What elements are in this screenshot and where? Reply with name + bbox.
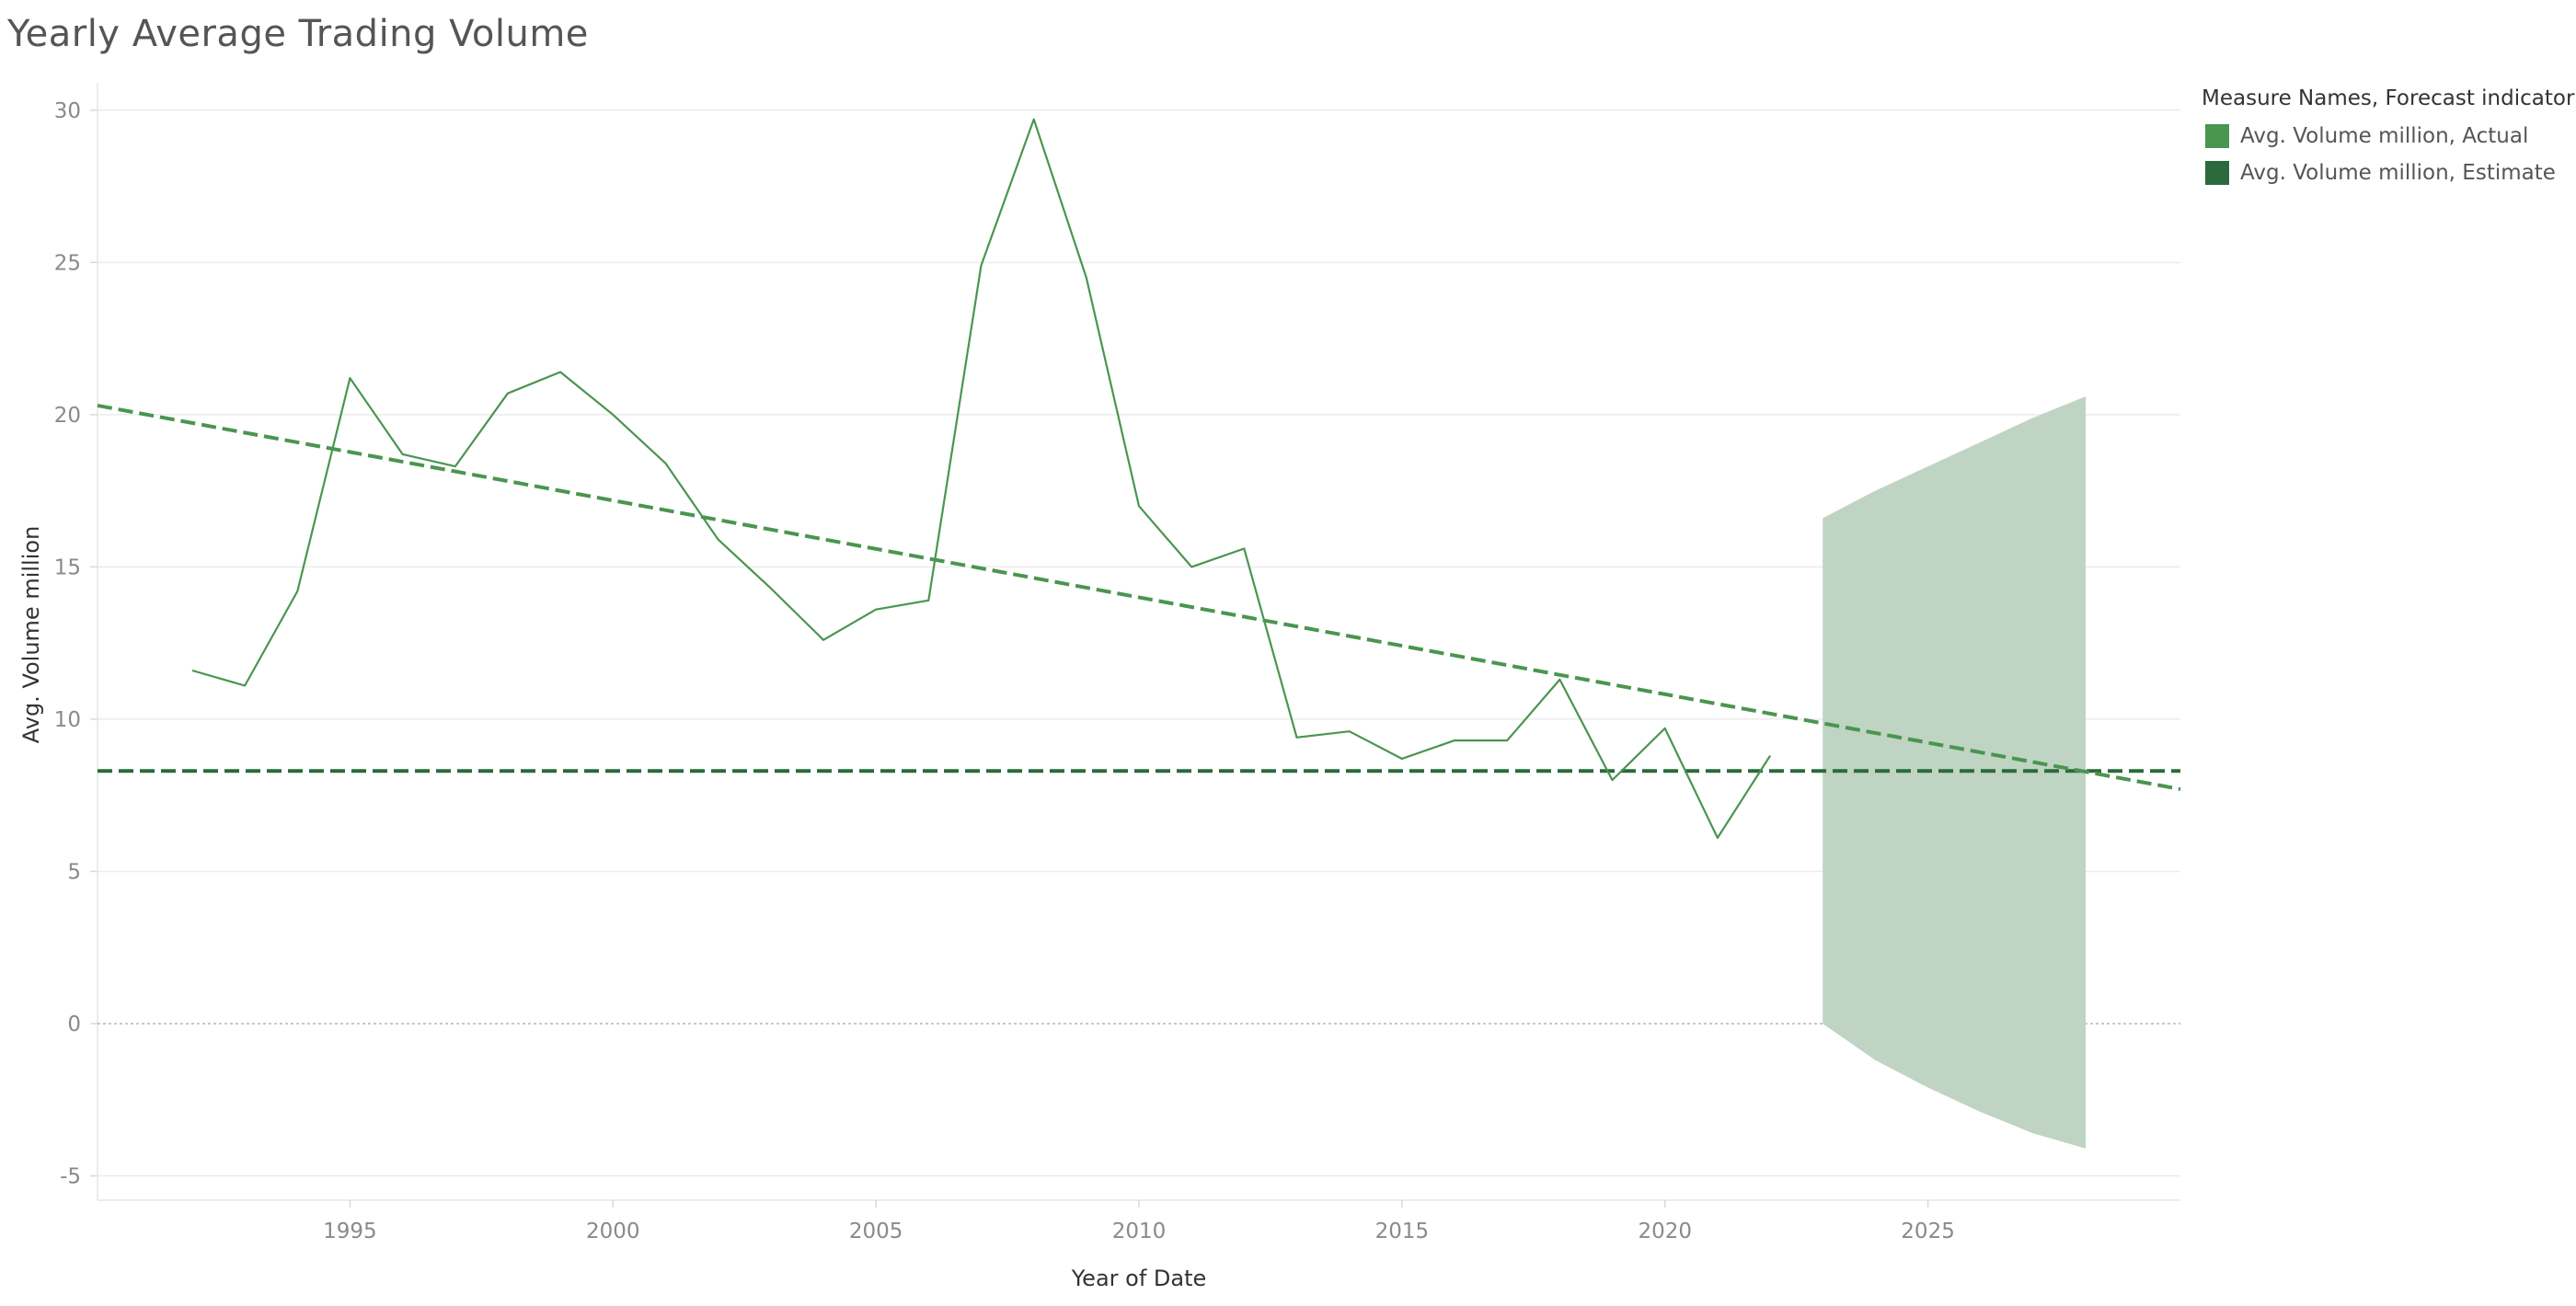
data-point [611,413,615,417]
y-tick-label: 5 [67,860,81,884]
data-point [926,599,930,602]
data-point [348,376,351,380]
y-tick-label: 15 [54,556,81,579]
data-point [717,538,720,542]
data-point [558,371,562,374]
y-tick-label: 0 [67,1013,81,1037]
x-tick-label: 2020 [1638,1220,1692,1243]
y-axis-title: Avg. Volume million [18,526,44,744]
x-tick-label: 2015 [1375,1220,1430,1243]
data-point [1611,778,1615,782]
data-point [1505,739,1509,742]
data-point [1663,727,1667,730]
trend-line [97,403,2181,792]
data-point [243,684,247,688]
data-point [874,608,878,612]
legend: Measure Names, Forecast indicator Avg. V… [2202,86,2574,191]
data-point [822,638,825,642]
x-axis-title: Year of Date [1071,1266,1207,1291]
data-point [1085,276,1088,280]
data-point [295,590,299,593]
data-point [1768,754,1772,758]
data-point [1558,678,1561,682]
y-tick-label: 10 [54,708,81,732]
data-point [190,669,194,672]
data-point [1032,118,1036,121]
data-point [401,453,405,456]
x-tick-label: 2010 [1112,1220,1167,1243]
y-tick-label: 25 [54,251,81,275]
forecast-band-layer [1823,396,2087,1149]
data-point [454,464,457,468]
data-point [1137,504,1141,508]
forecast-band [1823,396,2087,1149]
data-point [663,462,667,465]
data-point [1190,565,1193,568]
data-point [1453,739,1456,742]
series-line-actual [191,118,1772,840]
line-layer [97,118,2181,840]
x-tick-label: 2025 [1901,1220,1955,1243]
legend-item-estimate[interactable]: Avg. Volume million, Estimate [2202,155,2574,191]
data-point [506,392,510,395]
data-point [1716,836,1719,840]
legend-title: Measure Names, Forecast indicator [2202,86,2575,110]
data-point [769,587,773,590]
legend-label-actual: Avg. Volume million, Actual [2240,124,2529,148]
legend-item-actual[interactable]: Avg. Volume million, Actual [2202,118,2574,155]
chart-title: Yearly Average Trading Volume [7,13,589,55]
y-tick-label: -5 [60,1165,81,1189]
x-tick-label: 2005 [849,1220,903,1243]
legend-label-estimate: Avg. Volume million, Estimate [2240,161,2556,185]
data-point [1242,547,1246,551]
data-point [1348,729,1351,733]
y-tick-label: 30 [54,99,81,123]
x-tick-label: 1995 [323,1220,377,1243]
y-tick-label: 20 [54,404,81,428]
data-point [1295,736,1299,739]
data-point [1400,757,1404,761]
legend-swatch-actual [2205,124,2229,148]
data-point [979,264,983,268]
x-tick-label: 2000 [586,1220,640,1243]
legend-swatch-estimate [2205,161,2229,185]
